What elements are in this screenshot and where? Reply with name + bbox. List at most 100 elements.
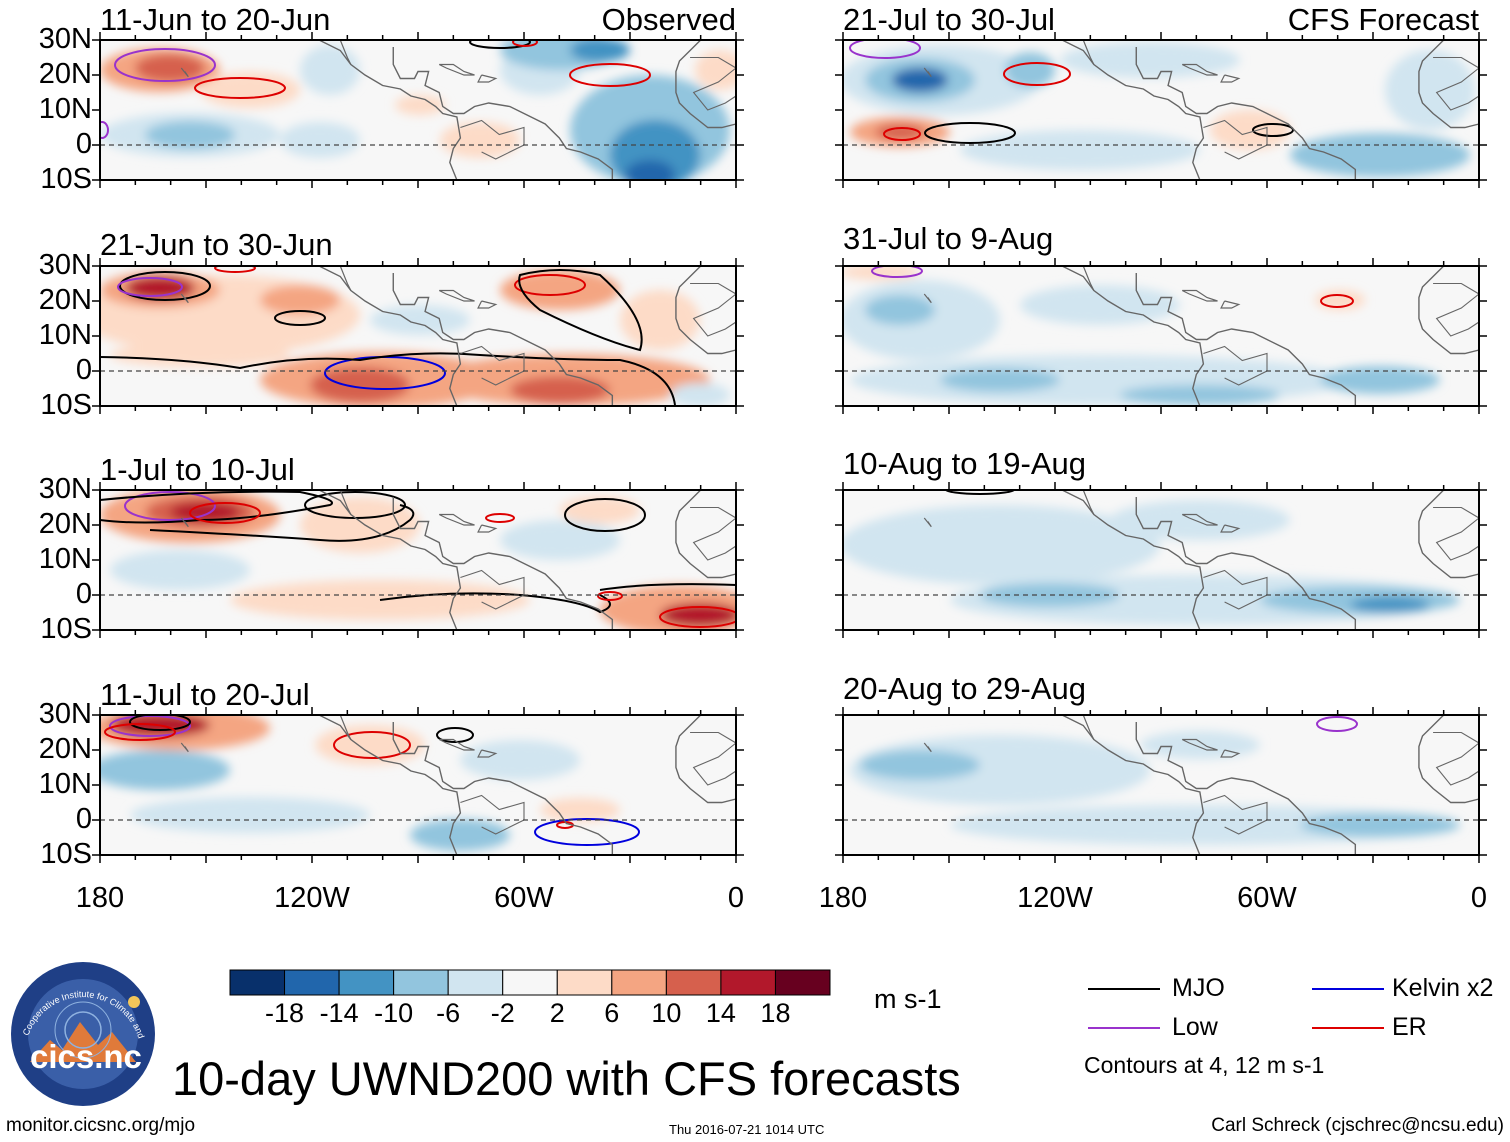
panel-7-title: 20-Aug to 29-Aug [843,671,1087,706]
lon-label-right-60w: 60W [1237,882,1297,914]
coastline-hawaii [180,517,189,528]
map-panel-7 [843,715,1479,855]
map-panel-6 [100,715,736,855]
lat-label-panel-3: 0 [75,803,92,835]
coastline-east-americas [392,47,614,180]
coastline-hawaii [180,293,189,304]
lat-label-panel-2: 30N [38,473,92,505]
colorbar-swatch [447,969,504,996]
lat-label-panel-2: 10S [40,613,92,645]
country-borders-sa [1203,345,1268,386]
footer-url: monitor.cicsnc.org/mjo [6,1115,196,1136]
panel-1-label: CFS Forecast [1287,2,1479,37]
footer-timestamp: Thu 2016-07-21 1014 UTC [669,1122,825,1137]
coastline-hawaii [923,67,932,78]
coastline-west-africa [675,39,737,129]
coastline-baja [1082,265,1095,291]
colorbar-swatch [611,969,667,996]
country-borders-sa [1203,794,1268,835]
colorbar-label: 6 [604,998,620,1028]
coastline-hispaniola [1220,74,1241,83]
colorbar-label: 2 [549,998,565,1028]
coastline-cuba [438,513,475,526]
colorbar-swatch [284,969,340,996]
coastline-cuba [438,738,475,751]
colorbar-swatch [665,969,722,996]
lat-label-panel-1: 20N [38,284,92,316]
panel-0-title: 11-Jun to 20-Jun [100,2,331,37]
country-borders-africa [1433,56,1480,111]
lon-label-left-180: 180 [75,882,125,914]
legend-label-er: ER [1392,1013,1427,1041]
coastline-cuba [1181,289,1218,302]
map-panel-0 [100,40,736,180]
coastline-west-africa [1418,39,1480,129]
lon-label-right-120w: 120W [1017,882,1093,914]
lat-label-panel-0: 10N [38,93,92,125]
coastline-west-africa [675,489,737,579]
lat-label-panel-3: 30N [38,698,92,730]
map-panel-3 [843,266,1479,406]
coastline-east-americas [392,273,614,406]
lat-label-panel-0: 0 [75,128,92,160]
colorbar-swatch [502,969,558,996]
lon-label-left-120w: 120W [274,882,350,914]
coastline-baja [339,265,352,291]
lat-label-panel-1: 10S [40,389,92,421]
lon-label-left-60w: 60W [494,882,554,914]
footer-author: Carl Schreck (cjschrec@ncsu.edu) [1211,1115,1504,1136]
country-borders-africa [1433,731,1480,786]
panel-3-title: 31-Jul to 9-Aug [843,221,1054,256]
coastline-hawaii [923,293,932,304]
legend-label-kelvin: Kelvin x2 [1392,974,1494,1002]
coastline-baja [1082,489,1095,515]
coastline-cuba [1181,63,1218,76]
coastline-hawaii [180,742,189,753]
coastline-west-africa [1418,714,1480,804]
panel-2-title: 21-Jun to 30-Jun [100,227,333,262]
country-borders-africa [690,506,737,561]
lat-label-panel-2: 10N [38,543,92,575]
coastline-hispaniola [477,749,498,758]
coastline-west-africa [1418,489,1480,579]
lat-label-panel-2: 0 [75,578,92,610]
main-title: 10-day UWND200 with CFS forecasts [172,1052,961,1105]
coastline-east-americas [392,722,614,855]
legend-note: Contours at 4, 12 m s-1 [1084,1052,1325,1078]
colorbar-label: -2 [490,998,515,1028]
country-borders-africa [1433,282,1480,337]
country-borders-sa [460,569,525,610]
coastline-west-africa [675,714,737,804]
colorbar-swatch [556,969,613,996]
coastline-cuba [1181,513,1218,526]
coastline-cuba [1181,738,1218,751]
coastline-east-americas [1135,722,1357,855]
country-borders-africa [690,282,737,337]
panel-4-title: 1-Jul to 10-Jul [100,452,295,487]
coastline-hispaniola [477,300,498,309]
lat-label-panel-2: 20N [38,508,92,540]
coastline-east-americas [1135,497,1357,630]
lat-label-panel-0: 30N [38,23,92,55]
lat-label-panel-1: 30N [38,249,92,281]
legend-label-mjo: MJO [1172,974,1225,1002]
map-panel-4 [100,490,736,630]
colorbar-swatch [774,969,831,996]
logo-text: cics.nc [30,1038,142,1075]
coastline-east-americas [1135,47,1357,180]
panel-5-title: 10-Aug to 19-Aug [843,446,1087,481]
country-borders-sa [460,119,525,160]
colorbar-label: -10 [374,998,414,1028]
lat-label-panel-1: 0 [75,354,92,386]
coastline-hispaniola [477,524,498,533]
coastline-hawaii [923,742,932,753]
country-borders-sa [460,794,525,835]
lat-label-panel-3: 20N [38,733,92,765]
colorbar-label: -6 [436,998,461,1028]
coastline-west-africa [675,265,737,355]
colorbar-swatch [393,969,449,996]
country-borders-sa [1203,569,1268,610]
colorbar-label: 18 [760,998,791,1028]
lat-label-panel-3: 10S [40,838,92,870]
